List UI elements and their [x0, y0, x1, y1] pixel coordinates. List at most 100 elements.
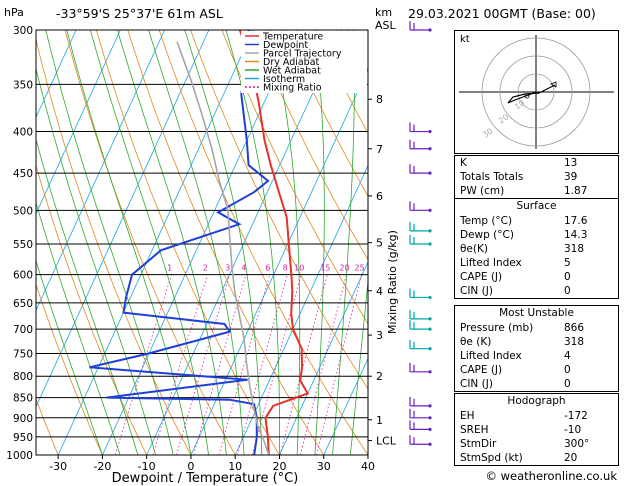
legend-label: Parcel Trajectory: [263, 49, 342, 60]
temperature-tick-label: 0: [187, 460, 194, 473]
temperature-tick-label: 30: [317, 460, 331, 473]
pressure-tick-label: 900: [13, 413, 33, 425]
index-pw-value: 1.87: [564, 185, 588, 197]
surface-label: CAPE (J): [460, 271, 503, 283]
temperature-tick-label: 20: [272, 460, 286, 473]
legend-label: Dewpoint: [263, 40, 308, 51]
isotherm-line: [57, 30, 254, 455]
surface-label: Dewp (°C): [460, 229, 514, 241]
pressure-tick-label: 450: [13, 168, 33, 180]
km-unit-label: km: [375, 6, 393, 19]
indices-panel: K 13 Totals Totals 39 PW (cm) 1.87 Surface …: [454, 155, 619, 299]
wind-barb-dot: [428, 147, 432, 151]
altitude-tick-label: 5: [376, 237, 383, 250]
wind-barb-dot: [428, 370, 432, 374]
most-unstable-panel: Most Unstable Pressure (mb) 866 θe (K) 318 L…: [454, 305, 619, 392]
wind-barb-dot: [428, 442, 432, 446]
hodograph-stat-label: SREH: [460, 424, 489, 436]
altitude-tick-label: 8: [376, 93, 383, 106]
dry-adiabat-line: [158, 30, 368, 455]
surface-label: Lifted Index: [460, 257, 522, 269]
dry-adiabat-line: [252, 30, 368, 261]
most-unstable-value: 0: [564, 378, 571, 390]
altitude-tick-label: 2: [376, 370, 383, 383]
most-unstable-value: 318: [564, 336, 585, 348]
hodograph-panel: Hodograph EH -172 SREH -10 StmDir 300° StmSpd …: [454, 393, 619, 466]
hodograph-stat-row: StmDir 300°: [455, 437, 618, 451]
mixing-ratio-tick-label: 25: [355, 264, 365, 273]
mixing-ratio-tick-label: 3: [225, 264, 230, 273]
mixing-ratio-line: [114, 274, 172, 455]
wind-barb-dot: [428, 208, 432, 212]
index-tt-row: Totals Totals 39: [455, 170, 618, 184]
mixing-ratio-line: [152, 274, 208, 455]
wind-barb-dot: [428, 416, 432, 420]
most-unstable-value: 0: [564, 364, 571, 376]
surface-row: CIN (J) 0: [455, 284, 618, 298]
altitude-tick-label: 6: [376, 190, 383, 203]
index-pw-row: PW (cm) 1.87: [455, 184, 618, 198]
isotherm-line: [146, 30, 343, 455]
hodograph-stat-row: EH -172: [455, 409, 618, 423]
most-unstable-title: Most Unstable: [499, 307, 574, 319]
dry-adiabat-line: [96, 30, 280, 455]
dry-adiabat-line: [284, 30, 368, 197]
surface-label: Temp (°C): [460, 215, 513, 227]
mixing-ratio-line: [193, 274, 247, 455]
hodograph-stat-label: EH: [460, 410, 475, 422]
pressure-tick-label: 400: [13, 127, 33, 139]
isotherm-line: [36, 30, 121, 215]
altitude-tick-label: 4: [376, 285, 383, 298]
hodograph-mean-wind-marker: [524, 93, 530, 99]
legend-label: Isotherm: [263, 74, 305, 85]
asl-unit-label: ASL: [375, 19, 396, 32]
most-unstable-row: CIN (J) 0: [455, 377, 618, 391]
temperature-line: [238, 30, 310, 455]
most-unstable-label: Lifted Index: [460, 350, 522, 362]
wind-barb-dot: [428, 28, 432, 32]
wet-adiabat-line: [66, 30, 192, 455]
legend-background: [241, 31, 367, 93]
surface-value: 17.6: [564, 215, 588, 227]
pressure-tick-label: 550: [13, 239, 33, 251]
mixing-ratio-tick-label: 8: [283, 264, 288, 273]
index-k-row: K 13: [455, 156, 618, 170]
hodograph-table-title: Hodograph: [507, 395, 566, 407]
temperature-tick-label: -20: [93, 460, 111, 473]
most-unstable-label: θe (K): [460, 336, 492, 348]
mixing-ratio-tick-label: 6: [265, 264, 270, 273]
altitude-tick-label: 7: [376, 143, 383, 156]
pressure-tick-label: 1000: [6, 450, 33, 462]
mixing-ratio-tick-label: 20: [339, 264, 349, 273]
hodograph-stat-label: StmSpd (kt): [460, 452, 523, 464]
pressure-tick-label: 300: [13, 25, 33, 37]
wind-barb-dot: [428, 229, 432, 233]
legend-label: Temperature: [262, 32, 323, 43]
altitude-tick-label: 3: [376, 329, 383, 342]
copyright-label: © weatheronline.co.uk: [485, 469, 617, 483]
surface-row: CAPE (J) 0: [455, 270, 618, 284]
legend-label: Wet Adiabat: [263, 66, 321, 77]
pressure-tick-label: 700: [13, 324, 33, 336]
hodograph-stat-value: 300°: [564, 438, 590, 450]
mixing-ratio-tick-label: 2: [203, 264, 208, 273]
isotherm-line: [36, 30, 210, 408]
surface-value: 318: [564, 243, 585, 255]
isotherm-line: [323, 357, 368, 455]
mixing-ratio-line: [237, 274, 288, 455]
dry-adiabat-line: [36, 397, 59, 455]
wind-barb-dot: [428, 427, 432, 431]
hodograph-stat-value: -172: [564, 410, 588, 422]
temperature-tick-label: 10: [228, 460, 242, 473]
most-unstable-value: 866: [564, 322, 585, 334]
plot-frame: [35, 29, 369, 456]
wet-adiabat-line: [313, 30, 325, 455]
altitude-tick-label: 1: [376, 414, 383, 427]
surface-value: 0: [564, 271, 571, 283]
dewpoint-line: [89, 30, 270, 455]
hodograph-stat-value: 20: [564, 452, 578, 464]
hodograph-ring-20: [499, 55, 573, 129]
hodograph-storm-marker: [550, 81, 557, 88]
wind-barbs: [409, 21, 432, 446]
surface-section: Surface Temp (°C) 17.6 Dewp (°C) 14.3 θe(K) 3…: [455, 198, 618, 298]
